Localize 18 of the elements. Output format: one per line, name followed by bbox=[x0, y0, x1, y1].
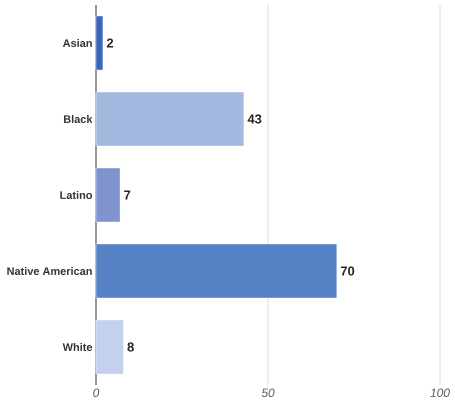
bar bbox=[96, 16, 104, 70]
x-tick-label: 0 bbox=[93, 388, 100, 397]
bar bbox=[96, 168, 120, 222]
data-label: 7 bbox=[124, 190, 130, 200]
bar bbox=[96, 244, 338, 298]
data-label: 70 bbox=[340, 266, 354, 276]
bar bbox=[96, 92, 244, 146]
x-tick-label: 100 bbox=[430, 388, 450, 397]
y-tick-label: White bbox=[62, 342, 92, 352]
data-label: 8 bbox=[127, 342, 134, 352]
y-tick-label: Native American bbox=[7, 266, 92, 276]
y-tick-label: Black bbox=[64, 114, 92, 124]
y-tick-label: Asian bbox=[62, 38, 92, 48]
data-label: 43 bbox=[248, 114, 262, 124]
bar bbox=[96, 320, 124, 374]
data-label: 2 bbox=[106, 38, 114, 48]
y-tick-label: Latino bbox=[60, 190, 92, 200]
x-tick-label: 50 bbox=[262, 388, 275, 397]
